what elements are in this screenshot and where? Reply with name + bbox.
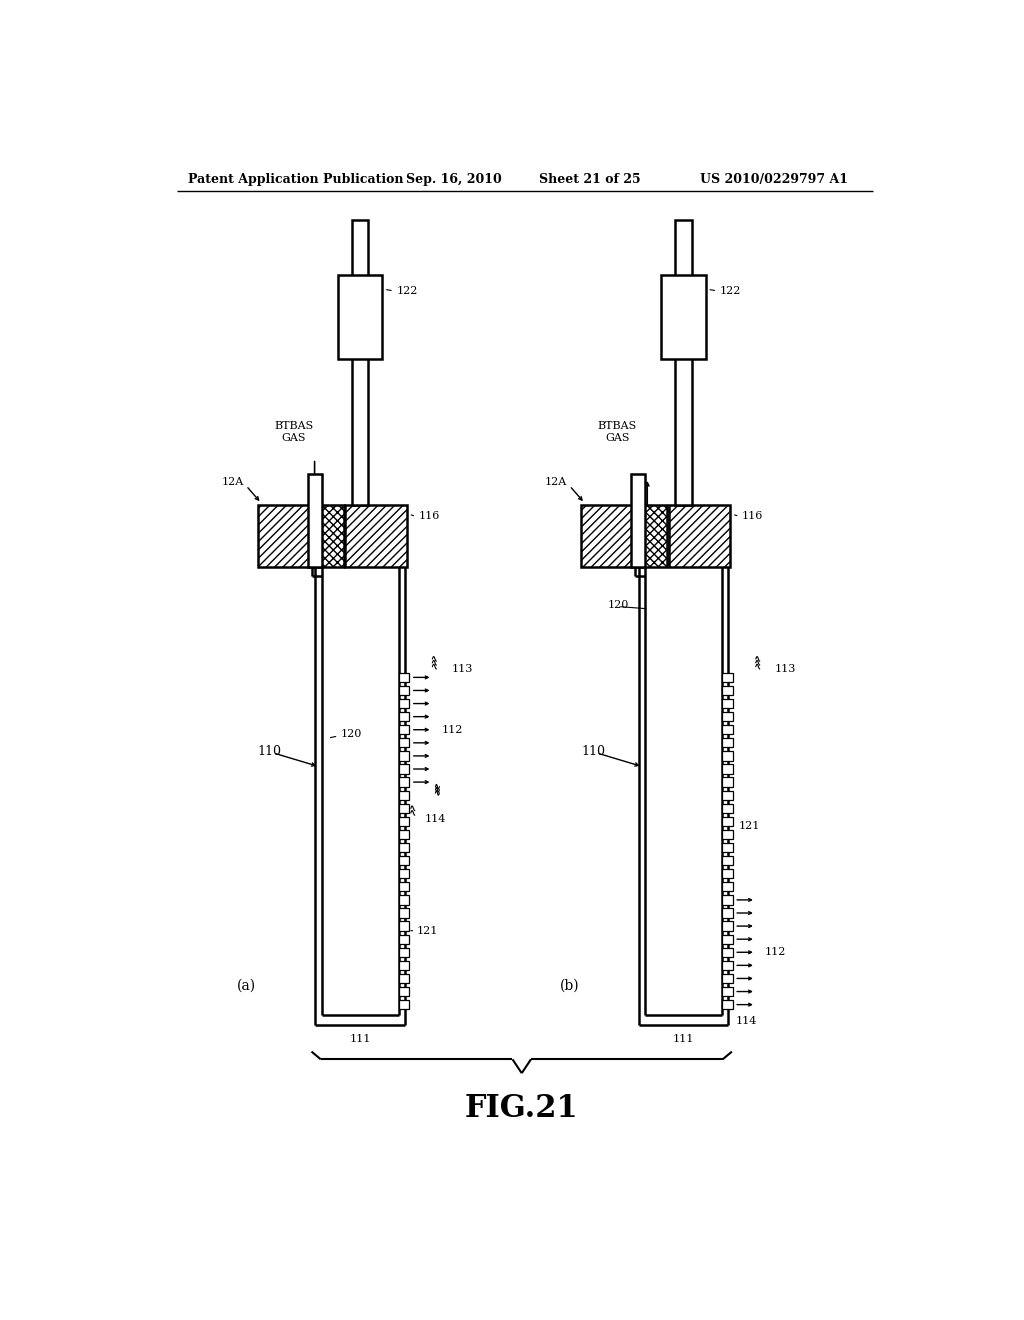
Bar	[722, 738, 733, 747]
Text: FIG.21: FIG.21	[465, 1093, 579, 1125]
Bar	[722, 961, 733, 970]
Bar	[722, 751, 733, 760]
Bar	[398, 1001, 410, 1010]
Text: 116: 116	[742, 511, 763, 521]
Bar	[722, 817, 733, 826]
Bar	[398, 948, 410, 957]
Text: 12A: 12A	[221, 477, 244, 487]
Text: 12A: 12A	[545, 477, 567, 487]
Text: 113: 113	[452, 664, 473, 675]
Text: 111: 111	[349, 1034, 371, 1044]
Bar	[398, 895, 410, 904]
Bar	[722, 791, 733, 800]
Text: BTBAS
GAS: BTBAS GAS	[598, 421, 637, 442]
Bar	[722, 777, 733, 787]
Bar	[316, 504, 344, 566]
Bar	[581, 504, 639, 566]
Bar	[722, 764, 733, 774]
Bar	[631, 474, 645, 566]
Bar	[345, 504, 407, 566]
Text: 114: 114	[425, 814, 446, 824]
Bar	[722, 908, 733, 917]
Bar	[722, 921, 733, 931]
Bar	[398, 764, 410, 774]
Bar	[722, 987, 733, 997]
Bar	[398, 711, 410, 721]
Bar	[722, 895, 733, 904]
Bar	[338, 276, 382, 359]
Bar	[307, 474, 322, 566]
Bar	[398, 673, 410, 682]
Text: (a): (a)	[237, 979, 256, 993]
Bar	[722, 935, 733, 944]
Text: 112: 112	[765, 948, 786, 957]
Bar	[722, 725, 733, 734]
Bar	[398, 817, 410, 826]
Text: 113: 113	[775, 664, 797, 675]
Text: 110: 110	[258, 744, 282, 758]
Bar	[722, 686, 733, 696]
Bar	[398, 869, 410, 878]
Text: 114: 114	[736, 1016, 757, 1026]
Bar	[722, 804, 733, 813]
Bar	[722, 673, 733, 682]
Text: 122: 122	[396, 286, 418, 296]
Text: (b): (b)	[560, 979, 580, 993]
Text: 122: 122	[720, 286, 741, 296]
Bar	[351, 220, 369, 506]
Bar	[398, 777, 410, 787]
Bar	[398, 751, 410, 760]
Bar	[722, 948, 733, 957]
Bar	[722, 843, 733, 853]
Bar	[722, 700, 733, 708]
Bar	[722, 869, 733, 878]
Bar	[398, 843, 410, 853]
Bar	[722, 882, 733, 891]
Bar	[662, 276, 706, 359]
Bar	[398, 908, 410, 917]
Bar	[398, 791, 410, 800]
Bar	[722, 857, 733, 866]
Bar	[675, 220, 692, 506]
Text: 110: 110	[581, 744, 605, 758]
Text: 116: 116	[419, 511, 440, 521]
Text: 121: 121	[739, 821, 760, 832]
Text: 112: 112	[441, 725, 463, 735]
Bar	[722, 1001, 733, 1010]
Bar	[398, 961, 410, 970]
Bar	[398, 857, 410, 866]
Bar	[722, 711, 733, 721]
Bar	[722, 974, 733, 983]
Bar	[398, 830, 410, 840]
Text: US 2010/0229797 A1: US 2010/0229797 A1	[700, 173, 848, 186]
Text: Sheet 21 of 25: Sheet 21 of 25	[539, 173, 640, 186]
Bar	[398, 725, 410, 734]
Bar	[722, 830, 733, 840]
Bar	[669, 504, 730, 566]
Bar	[398, 738, 410, 747]
Bar	[398, 700, 410, 708]
Text: 111: 111	[673, 1034, 694, 1044]
Text: 120: 120	[608, 601, 630, 610]
Bar	[398, 935, 410, 944]
Text: BTBAS
GAS: BTBAS GAS	[274, 421, 313, 442]
Bar	[398, 882, 410, 891]
Bar	[398, 987, 410, 997]
Bar	[258, 504, 315, 566]
Text: 121: 121	[417, 925, 438, 936]
Text: Patent Application Publication: Patent Application Publication	[188, 173, 403, 186]
Bar	[398, 804, 410, 813]
Bar	[398, 686, 410, 696]
Bar	[640, 504, 668, 566]
Bar	[398, 921, 410, 931]
Text: 120: 120	[341, 730, 362, 739]
Text: Sep. 16, 2010: Sep. 16, 2010	[407, 173, 502, 186]
Bar	[398, 974, 410, 983]
